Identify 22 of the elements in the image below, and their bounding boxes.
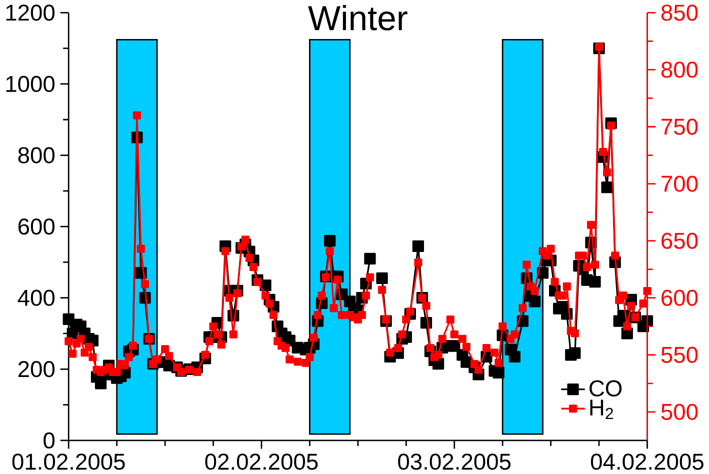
y2-tick-label: 550 — [661, 346, 698, 363]
legend-label: CO — [590, 380, 622, 396]
y2-tick-label: 700 — [662, 175, 698, 192]
y-tick-label: 0 — [44, 432, 55, 448]
y-tick-label: 200 — [18, 360, 55, 378]
x-tick-label: 04.02.2005 — [590, 453, 704, 470]
y-tick-label: 600 — [18, 218, 55, 234]
y2-tick-label: 850 — [661, 4, 698, 21]
y2-tick-label: 500 — [661, 404, 698, 420]
y-tick-label: 1000 — [6, 76, 55, 92]
chart-title: Winter — [308, 4, 408, 30]
y2-tick-label: 800 — [661, 61, 698, 78]
y2-tick-label: 650 — [662, 232, 698, 249]
legend-label: H$_{2}$ — [590, 400, 613, 419]
x-tick-label: 03.02.2005 — [398, 453, 511, 470]
y2-tick-label: 750 — [662, 118, 698, 135]
y-tick-label: 800 — [18, 146, 55, 164]
y-tick-label: 1200 — [6, 4, 55, 21]
y2-tick-label: 600 — [662, 290, 698, 306]
x-tick-label: 01.02.2005 — [12, 453, 125, 470]
y-tick-label: 400 — [18, 290, 55, 306]
x-tick-label: 02.02.2005 — [205, 453, 318, 470]
